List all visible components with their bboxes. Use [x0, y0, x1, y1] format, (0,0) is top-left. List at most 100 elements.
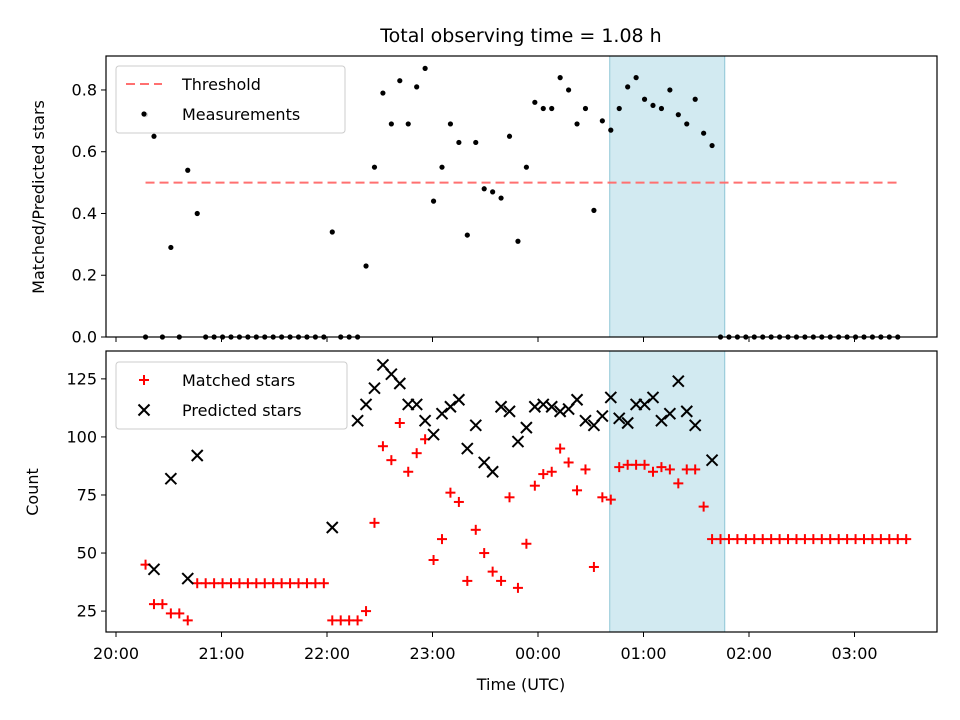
measurement-point — [641, 96, 648, 102]
y-tick-label: 0.6 — [72, 142, 97, 161]
matched-star-point — [858, 534, 869, 545]
legend-label: Measurements — [182, 105, 300, 124]
top-axes-frame — [105, 55, 938, 338]
matched-star-point — [740, 534, 751, 545]
x-tick-label: 02:00 — [726, 644, 772, 663]
matched-star-point — [479, 548, 490, 559]
matched-star-point — [301, 578, 312, 589]
measurement-point — [414, 84, 420, 90]
matched-star-point — [749, 534, 760, 545]
matched-star-point — [318, 578, 329, 589]
matched-star-point — [715, 534, 726, 545]
matched-star-point — [521, 538, 532, 549]
predicted-star-point — [705, 453, 719, 467]
predicted-star-point — [191, 449, 204, 462]
measurement-point — [608, 127, 614, 133]
measurement-point — [405, 121, 411, 127]
matched-star-point — [546, 466, 557, 477]
matched-star-point — [352, 615, 363, 626]
top-highlight-span — [609, 55, 726, 338]
measurement-point — [540, 105, 546, 112]
matched-star-point — [225, 578, 236, 589]
matched-star-point — [808, 534, 819, 545]
matched-star-point — [259, 578, 270, 589]
matched-star-point — [504, 492, 515, 503]
matched-star-point — [496, 575, 507, 586]
matched-star-point — [361, 606, 372, 617]
bottom-highlight-span — [609, 350, 726, 633]
top-legend: Threshold Measurements — [115, 65, 346, 134]
measurement-point — [667, 87, 673, 93]
predicted-star-point — [147, 563, 161, 576]
matched-star-point — [453, 496, 464, 507]
matched-star-point — [588, 561, 599, 572]
chart-title: Total observing time = 1.08 h — [379, 25, 661, 47]
matched-star-point — [386, 455, 397, 466]
legend-box — [115, 361, 348, 430]
matched-star-point — [766, 534, 777, 545]
measurement-point — [506, 133, 513, 139]
y-tick-label: 0.8 — [72, 80, 97, 99]
predicted-star-point — [461, 442, 474, 455]
matched-star-point — [327, 615, 338, 626]
measurement-point — [658, 105, 665, 112]
predicted-star-point — [418, 414, 432, 427]
matched-star-point — [310, 578, 321, 589]
y-tick-label: 0.4 — [72, 204, 97, 223]
matched-star-point — [825, 534, 836, 545]
measurement-point — [599, 118, 605, 124]
legend-predicted-swatch — [137, 403, 151, 417]
matched-star-point — [656, 462, 667, 473]
measurement-point — [701, 130, 707, 136]
y-tick-label: 100 — [66, 427, 97, 446]
measurement-point — [456, 139, 462, 146]
predicted-star-point — [368, 381, 381, 395]
y-tick-label: 125 — [66, 369, 97, 388]
x-tick-label: 21:00 — [198, 644, 244, 663]
measurement-point — [684, 121, 690, 127]
measurement-point — [397, 78, 403, 84]
matched-star-point — [403, 466, 414, 477]
measurement-point — [523, 164, 529, 170]
matched-star-point — [369, 517, 380, 528]
measurement-point — [549, 105, 555, 112]
measurement-point — [591, 207, 597, 213]
measurement-point — [532, 99, 538, 105]
matched-star-point — [698, 501, 709, 512]
matched-star-point — [555, 443, 566, 454]
highlight-span-rect — [609, 55, 726, 338]
x-tick-label: 00:00 — [515, 644, 561, 663]
matched-star-point — [622, 459, 633, 470]
matched-star-point — [631, 459, 642, 470]
matched-star-point — [470, 524, 481, 535]
measurement-point — [464, 232, 470, 238]
matched-star-point — [217, 578, 228, 589]
bottom-axes-frame — [105, 350, 938, 633]
predicted-star-point — [503, 405, 516, 418]
x-axis-ticks: 20:00 21:00 22:00 23:00 00:00 01:00 02:00 03:00 — [93, 337, 878, 663]
y-tick-label: 25 — [77, 602, 97, 621]
matched-star-point — [690, 464, 701, 475]
predicted-star-point — [604, 391, 618, 404]
measurement-point — [185, 167, 191, 173]
matched-stars-series — [140, 417, 912, 626]
matched-star-point — [833, 534, 844, 545]
matched-star-point — [436, 534, 447, 545]
measurement-point — [650, 102, 656, 109]
matched-star-point — [563, 457, 574, 468]
measurement-point — [151, 133, 157, 139]
predicted-star-point — [613, 412, 626, 425]
matched-star-point — [529, 480, 540, 491]
measurement-point — [473, 139, 479, 146]
measurement-point — [363, 263, 369, 269]
measurement-point — [616, 105, 622, 112]
matched-star-point — [783, 534, 794, 545]
predicted-star-point — [435, 407, 449, 420]
matched-star-point — [344, 615, 355, 626]
legend-label: Threshold — [181, 75, 261, 94]
matched-star-point — [867, 534, 878, 545]
matched-star-point — [538, 469, 549, 480]
matched-star-point — [774, 534, 785, 545]
legend-label: Matched stars — [182, 371, 295, 390]
